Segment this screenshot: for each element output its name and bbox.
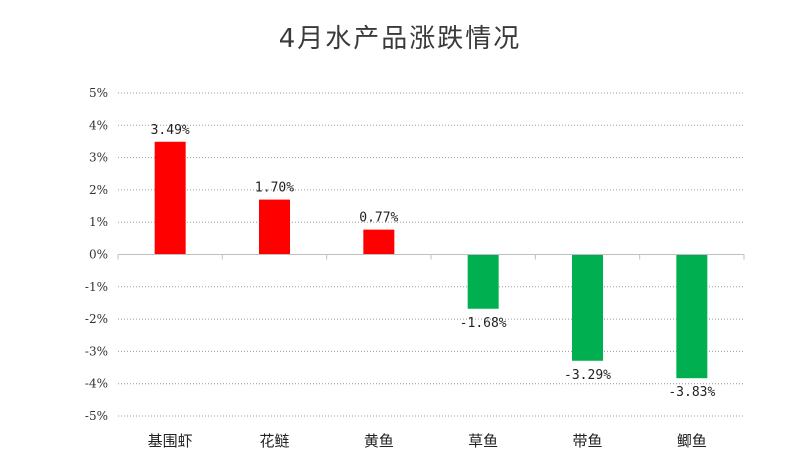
category-label: 草鱼 — [468, 432, 498, 450]
data-labels: 3.49% 1.70% 0.77% -1.68% -3.29% -3.83% — [151, 123, 716, 400]
data-label: 3.49% — [151, 123, 190, 138]
y-axis-tick-labels: 5% 4% 3% 2% 1% 0% -1% -2% -3% -4% -5% — [85, 86, 108, 423]
data-label: -3.29% — [564, 368, 611, 383]
data-label: -3.83% — [668, 385, 715, 400]
bar — [154, 141, 186, 255]
category-label: 黄鱼 — [364, 432, 394, 450]
data-label: -1.68% — [460, 316, 507, 331]
category-label: 带鱼 — [572, 432, 602, 450]
chart-title: 4月水产品涨跌情况 — [278, 24, 522, 54]
category-label: 花鲢 — [259, 432, 289, 450]
y-tick-label: -4% — [85, 377, 108, 391]
y-tick-label: 5% — [89, 86, 108, 100]
y-tick-label: 4% — [89, 118, 108, 132]
y-tick-label: -1% — [85, 280, 108, 294]
bar — [676, 254, 708, 379]
y-tick-label: 2% — [89, 183, 108, 197]
y-tick-label: -3% — [85, 344, 108, 358]
category-labels: 基围虾 花鲢 黄鱼 草鱼 带鱼 鲫鱼 — [148, 432, 707, 450]
bar — [572, 254, 603, 361]
data-label: 1.70% — [255, 181, 294, 196]
gridlines — [118, 92, 744, 417]
y-tick-label: 1% — [89, 215, 108, 229]
y-tick-label: 0% — [89, 248, 108, 262]
bar — [259, 199, 290, 255]
y-tick-label: -5% — [85, 409, 108, 423]
category-label: 鲫鱼 — [677, 432, 707, 450]
bars — [154, 141, 708, 379]
bar — [363, 229, 395, 255]
y-tick-label: -2% — [85, 312, 108, 326]
y-tick-label: 3% — [89, 151, 108, 165]
bar — [467, 254, 499, 309]
x-axis — [117, 254, 745, 260]
data-label: 0.77% — [359, 211, 398, 226]
category-label: 基围虾 — [148, 432, 193, 450]
